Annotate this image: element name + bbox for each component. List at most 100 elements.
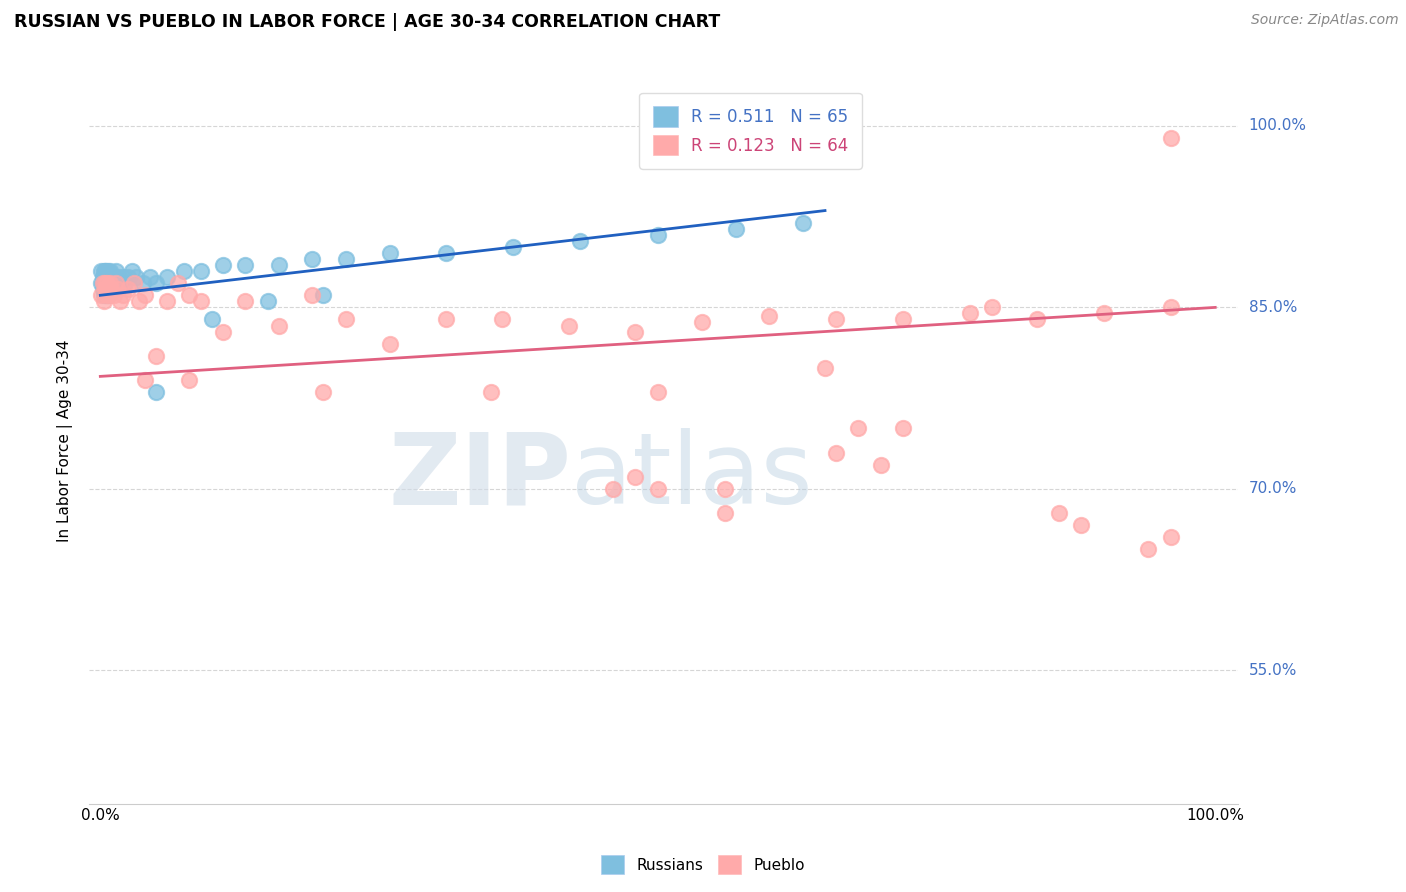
Point bbox=[814, 360, 837, 375]
Point bbox=[105, 276, 128, 290]
Point bbox=[131, 276, 153, 290]
Point bbox=[97, 288, 120, 302]
Point bbox=[114, 276, 136, 290]
Point bbox=[568, 234, 591, 248]
Point bbox=[233, 294, 256, 309]
Point bbox=[110, 294, 132, 309]
Point bbox=[156, 294, 179, 309]
Point bbox=[98, 288, 121, 302]
Point bbox=[792, 216, 814, 230]
Point bbox=[91, 270, 114, 285]
Point bbox=[90, 276, 112, 290]
Legend: R = 0.511   N = 65, R = 0.123   N = 64: R = 0.511 N = 65, R = 0.123 N = 64 bbox=[640, 93, 862, 169]
Point bbox=[479, 385, 502, 400]
Point bbox=[94, 276, 117, 290]
Point bbox=[891, 312, 914, 326]
Point bbox=[93, 294, 115, 309]
Point bbox=[103, 270, 125, 285]
Point bbox=[624, 325, 647, 339]
Point bbox=[93, 276, 115, 290]
Point bbox=[267, 318, 290, 333]
Point bbox=[94, 282, 117, 296]
Point bbox=[94, 282, 117, 296]
Point bbox=[93, 270, 115, 285]
Point bbox=[98, 282, 121, 296]
Point bbox=[190, 264, 212, 278]
Point bbox=[869, 458, 891, 472]
Point bbox=[100, 282, 122, 296]
Point bbox=[93, 288, 115, 302]
Point bbox=[128, 294, 150, 309]
Point bbox=[267, 258, 290, 272]
Y-axis label: In Labor Force | Age 30-34: In Labor Force | Age 30-34 bbox=[58, 339, 73, 541]
Point bbox=[380, 246, 402, 260]
Text: atlas: atlas bbox=[571, 428, 813, 525]
Point bbox=[94, 276, 117, 290]
Point bbox=[380, 336, 402, 351]
Point bbox=[1160, 301, 1182, 315]
Point bbox=[624, 470, 647, 484]
Point bbox=[848, 421, 870, 435]
Point bbox=[96, 276, 118, 290]
Point bbox=[134, 373, 156, 387]
Point bbox=[1160, 131, 1182, 145]
Point bbox=[145, 276, 167, 290]
Point bbox=[94, 276, 117, 290]
Point bbox=[94, 288, 117, 302]
Point bbox=[111, 270, 134, 285]
Point bbox=[111, 288, 134, 302]
Text: Source: ZipAtlas.com: Source: ZipAtlas.com bbox=[1251, 13, 1399, 28]
Point bbox=[145, 349, 167, 363]
Point bbox=[97, 264, 120, 278]
Point bbox=[121, 264, 143, 278]
Point bbox=[90, 264, 112, 278]
Point bbox=[713, 506, 735, 520]
Point bbox=[825, 312, 848, 326]
Point bbox=[1160, 530, 1182, 544]
Point bbox=[335, 252, 357, 266]
Point bbox=[110, 276, 132, 290]
Point bbox=[100, 270, 122, 285]
Point bbox=[434, 246, 457, 260]
Point bbox=[713, 482, 735, 496]
Point bbox=[647, 482, 669, 496]
Point bbox=[1092, 306, 1115, 320]
Point bbox=[104, 276, 127, 290]
Point bbox=[90, 288, 112, 302]
Point bbox=[179, 373, 201, 387]
Point bbox=[201, 312, 224, 326]
Point bbox=[434, 312, 457, 326]
Point bbox=[233, 258, 256, 272]
Point bbox=[134, 288, 156, 302]
Point bbox=[117, 270, 139, 285]
Point bbox=[96, 282, 118, 296]
Point bbox=[101, 276, 124, 290]
Point bbox=[491, 312, 513, 326]
Point bbox=[96, 276, 118, 290]
Point bbox=[959, 306, 981, 320]
Point bbox=[97, 276, 120, 290]
Point bbox=[139, 270, 162, 285]
Point bbox=[312, 288, 335, 302]
Text: ZIP: ZIP bbox=[388, 428, 571, 525]
Point bbox=[335, 312, 357, 326]
Point bbox=[98, 276, 121, 290]
Point bbox=[98, 276, 121, 290]
Point bbox=[98, 264, 121, 278]
Point bbox=[724, 221, 747, 235]
Point bbox=[179, 288, 201, 302]
Point bbox=[94, 270, 117, 285]
Point bbox=[301, 252, 323, 266]
Point bbox=[758, 309, 780, 323]
Point bbox=[156, 270, 179, 285]
Point bbox=[190, 294, 212, 309]
Point bbox=[145, 385, 167, 400]
Point bbox=[107, 270, 129, 285]
Point bbox=[312, 385, 335, 400]
Point bbox=[981, 301, 1004, 315]
Point bbox=[100, 282, 122, 296]
Point bbox=[104, 276, 127, 290]
Point bbox=[125, 270, 148, 285]
Point bbox=[173, 264, 195, 278]
Point bbox=[94, 288, 117, 302]
